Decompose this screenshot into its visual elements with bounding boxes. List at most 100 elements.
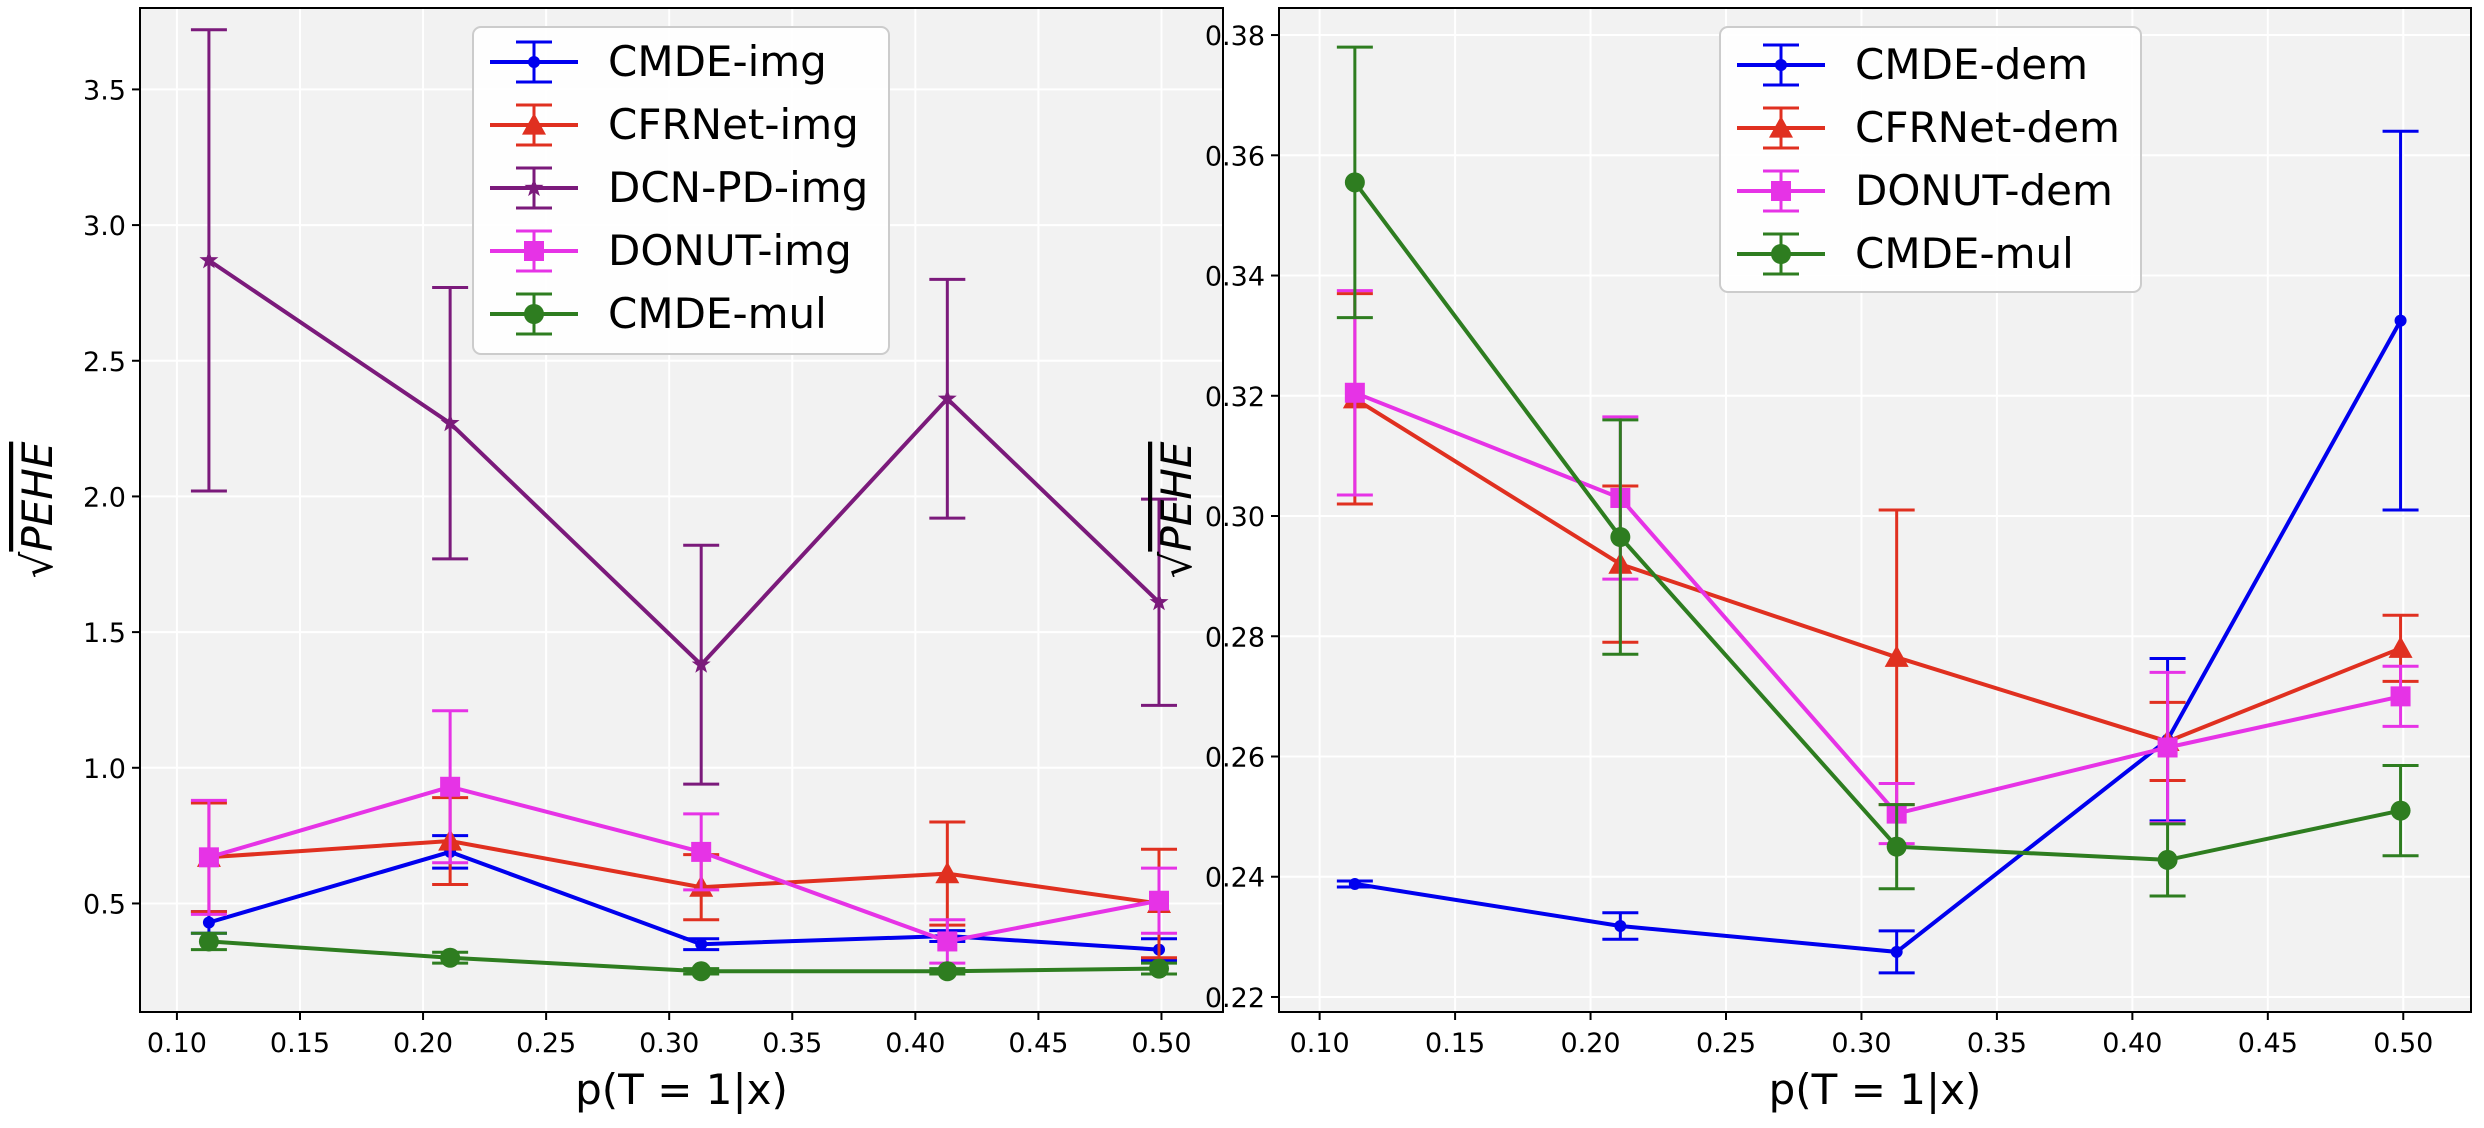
data-point <box>691 841 712 862</box>
data-point <box>2390 686 2411 707</box>
data-point <box>1614 920 1627 933</box>
x-tick-label: 0.20 <box>393 1028 453 1059</box>
series-DONUT-img <box>190 709 1178 965</box>
x-tick-label: 0.40 <box>2102 1028 2162 1059</box>
legend-marker <box>528 56 540 68</box>
data-point <box>1344 172 1365 193</box>
y-axis-label-radical: √ <box>1152 551 1201 578</box>
data-point <box>198 847 219 868</box>
legend: CMDE-img CFRNet-img DCN-PD-img DONUT-img CMD… <box>472 26 890 355</box>
y-tick-label: 0.34 <box>1205 262 1265 293</box>
y-tick-label: 1.5 <box>83 618 126 649</box>
data-point <box>691 654 711 673</box>
y-tick-label: 2.0 <box>83 482 126 513</box>
data-point <box>202 916 215 929</box>
data-point <box>1344 382 1365 403</box>
y-tick-label: 0.38 <box>1205 21 1265 52</box>
x-tick-label: 0.15 <box>1425 1028 1485 1059</box>
data-point <box>440 776 461 797</box>
legend-label: DONUT-img <box>608 226 852 275</box>
data-point <box>440 947 461 968</box>
x-tick-label: 0.25 <box>516 1028 576 1059</box>
data-point <box>1610 527 1631 548</box>
legend-marker <box>1775 59 1787 71</box>
y-axis-label-text: PEHE <box>1152 441 1201 551</box>
data-point <box>1149 592 1169 611</box>
data-point <box>2390 800 2411 821</box>
y-axis-label: √PEHE <box>1152 441 1201 578</box>
legend-label: CMDE-dem <box>1855 40 2088 89</box>
y-axis-label: √PEHE <box>13 441 62 578</box>
chart-panel-1: 0.10 0.15 0.20 0.25 0.30 0.35 0.40 0.45 0.50 0.5 1… <box>13 7 1224 1114</box>
series-CMDE-mul <box>190 931 1178 982</box>
data-point <box>198 931 219 952</box>
x-tick-label: 0.30 <box>639 1028 699 1059</box>
x-tick-label: 0.15 <box>270 1028 330 1059</box>
plot-frame <box>1278 7 2472 1013</box>
x-tick-label: 0.35 <box>1967 1028 2027 1059</box>
x-tick-label: 0.10 <box>1290 1028 1350 1059</box>
x-tick-label: 0.10 <box>147 1028 207 1059</box>
data-point <box>1884 645 1909 667</box>
y-axis-label-radical: √ <box>13 551 62 578</box>
chart-panel-2: 0.10 0.15 0.20 0.25 0.30 0.35 0.40 0.45 0.50 0.22… <box>1152 7 2472 1114</box>
data-point <box>695 938 708 951</box>
legend-label: CFRNet-dem <box>1855 103 2120 152</box>
x-tick-label: 0.25 <box>1696 1028 1756 1059</box>
data-point <box>1149 890 1170 911</box>
x-axis-label: p(T = 1|x) <box>575 1065 788 1114</box>
legend-box <box>1719 26 2142 293</box>
data-point <box>691 961 712 982</box>
x-axis-label: p(T = 1|x) <box>1769 1065 1982 1114</box>
legend-marker <box>524 178 544 197</box>
data-point <box>440 413 460 432</box>
data-point <box>2157 849 2178 870</box>
legend-marker <box>1771 244 1791 264</box>
data-point <box>199 250 219 269</box>
y-tick-label: 0.22 <box>1205 983 1265 1014</box>
y-tick-label: 3.5 <box>83 75 126 106</box>
y-tick-label: 0.36 <box>1205 141 1265 172</box>
series-DCN-PD-img <box>190 28 1178 786</box>
legend-label: CMDE-mul <box>1855 229 2074 278</box>
data-point <box>935 861 960 884</box>
y-tick-label: 3.0 <box>83 211 126 242</box>
data-point <box>1890 945 1903 958</box>
legend-label: CMDE-img <box>608 37 827 86</box>
legend-marker <box>522 113 546 135</box>
legend-label: CFRNet-img <box>608 100 859 149</box>
plot-frame <box>139 7 1224 1013</box>
x-tick-label: 0.50 <box>2373 1028 2433 1059</box>
legend-marker <box>524 304 544 324</box>
x-tick-label: 0.35 <box>762 1028 822 1059</box>
legend: CMDE-dem CFRNet-dem DONUT-dem CMDE-mul <box>1719 26 2142 293</box>
data-point <box>1886 836 1907 857</box>
legend-label: DCN-PD-img <box>608 163 868 212</box>
y-axis-label-text: PEHE <box>13 441 62 551</box>
x-tick-label: 0.20 <box>1560 1028 1620 1059</box>
data-point <box>937 961 958 982</box>
data-point <box>2394 314 2407 327</box>
x-tick-label: 0.40 <box>885 1028 945 1059</box>
x-tick-label: 0.45 <box>2238 1028 2298 1059</box>
legend-marker <box>1771 181 1791 201</box>
legend-label: CMDE-mul <box>608 289 827 338</box>
data-point <box>2157 737 2178 758</box>
x-tick-label: 0.50 <box>1131 1028 1191 1059</box>
legend-marker <box>524 241 544 261</box>
legend-box <box>472 26 890 355</box>
y-tick-label: 0.5 <box>83 889 126 920</box>
y-tick-label: 0.30 <box>1205 502 1265 533</box>
data-point <box>1149 958 1170 979</box>
data-point <box>937 388 957 407</box>
y-tick-label: 0.26 <box>1205 742 1265 773</box>
y-tick-label: 0.28 <box>1205 622 1265 653</box>
y-tick-label: 1.0 <box>83 754 126 785</box>
legend-label: DONUT-dem <box>1855 166 2113 215</box>
y-tick-label: 0.32 <box>1205 382 1265 413</box>
x-tick-label: 0.30 <box>1831 1028 1891 1059</box>
y-tick-label: 2.5 <box>83 347 126 378</box>
data-point <box>2388 636 2413 658</box>
y-tick-label: 0.24 <box>1205 863 1265 894</box>
data-point <box>1348 877 1361 890</box>
